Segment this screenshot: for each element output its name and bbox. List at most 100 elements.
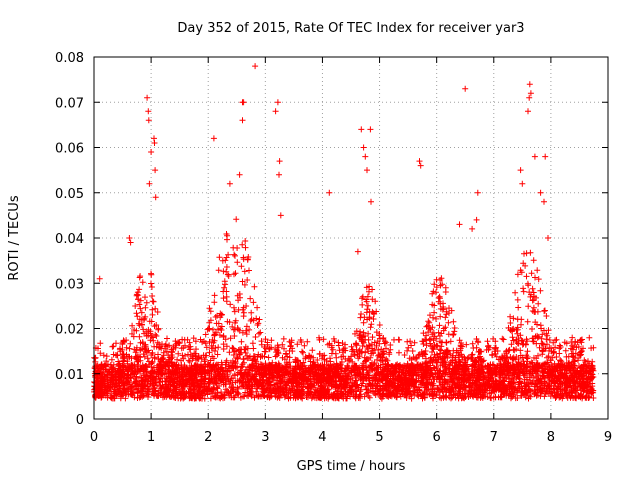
- data-point: [114, 352, 121, 359]
- data-point: [106, 383, 113, 390]
- data-point: [489, 351, 495, 358]
- data-point: [122, 395, 129, 402]
- data-point: [477, 387, 483, 394]
- data-point: [202, 331, 209, 338]
- data-point: [420, 338, 427, 345]
- data-point: [178, 366, 185, 373]
- data-point: [254, 304, 261, 311]
- data-point: [563, 384, 570, 391]
- data-point: [500, 336, 507, 343]
- data-point: [534, 371, 541, 378]
- data-point: [559, 380, 566, 387]
- data-point: [221, 284, 228, 291]
- data-point: [260, 389, 267, 396]
- data-point: [164, 335, 170, 342]
- data-point: [148, 284, 155, 290]
- data-point: [510, 337, 517, 344]
- data-point: [563, 340, 570, 347]
- data-point: [426, 336, 433, 343]
- data-point: [132, 303, 139, 309]
- data-point: [178, 373, 185, 379]
- data-point: [484, 378, 491, 385]
- data-point: [363, 309, 370, 316]
- data-point: [300, 349, 306, 356]
- data-point: [137, 347, 144, 354]
- data-point: [129, 322, 136, 329]
- data-point: [97, 381, 104, 388]
- data-point: [414, 389, 421, 396]
- data-point: [275, 344, 282, 351]
- data-point: [461, 390, 468, 397]
- data-point: [138, 316, 145, 323]
- data-point: [206, 371, 213, 377]
- data-point: [502, 371, 509, 378]
- data-point: [348, 388, 355, 395]
- data-point: [482, 393, 489, 400]
- data-point: [211, 299, 218, 306]
- data-point: [184, 336, 191, 343]
- data-point: [351, 352, 358, 359]
- data-point: [528, 372, 535, 379]
- data-point: [288, 337, 295, 344]
- data-point: [388, 379, 395, 386]
- data-point: [148, 280, 154, 287]
- data-point: [191, 393, 198, 400]
- data-point: [559, 395, 566, 402]
- data-point: [243, 323, 250, 330]
- data-point: [588, 345, 595, 352]
- data-point: [231, 304, 237, 311]
- data-point: [544, 332, 551, 339]
- data-point: [187, 351, 194, 358]
- data-point: [147, 380, 154, 387]
- data-point: [142, 313, 149, 320]
- data-point: [141, 382, 148, 389]
- data-point: [456, 385, 463, 392]
- data-point: [363, 284, 370, 291]
- data-point: [514, 363, 521, 370]
- data-point: [178, 357, 184, 364]
- data-point: [553, 354, 560, 360]
- data-point: [352, 369, 359, 376]
- data-point: [411, 339, 418, 346]
- data-point: [442, 366, 449, 372]
- data-point: [253, 388, 260, 395]
- data-point: [353, 328, 360, 335]
- data-point: [426, 319, 433, 326]
- data-point: [421, 372, 428, 379]
- data-point: [471, 387, 478, 394]
- data-point: [240, 355, 247, 362]
- data-point: [426, 360, 433, 366]
- data-point: [248, 309, 255, 316]
- data-point: [105, 382, 112, 389]
- data-point: [255, 364, 262, 370]
- data-point: [146, 318, 153, 325]
- data-point: [261, 369, 268, 376]
- data-point: [524, 354, 531, 360]
- data-point: [427, 390, 433, 397]
- data-point: [495, 387, 502, 394]
- data-point: [134, 289, 141, 296]
- data-point: [538, 340, 545, 347]
- data-point: [546, 337, 553, 343]
- data-point: [313, 395, 320, 402]
- data-point: [462, 387, 469, 394]
- data-point: [449, 359, 456, 366]
- data-point: [151, 343, 158, 350]
- data-point: [209, 353, 216, 360]
- data-point: [334, 394, 341, 401]
- data-point: [188, 387, 194, 394]
- data-point: [223, 254, 230, 261]
- data-point: [533, 362, 540, 368]
- data-point: [564, 394, 571, 401]
- data-point: [358, 349, 365, 356]
- data-point: [123, 376, 130, 383]
- data-point: [359, 380, 366, 387]
- data-point: [514, 395, 521, 401]
- data-point: [314, 357, 321, 363]
- data-point: [214, 351, 221, 358]
- data-point: [521, 379, 528, 386]
- data-point: [102, 392, 109, 399]
- data-point: [250, 345, 257, 352]
- data-point: [137, 297, 144, 304]
- data-point: [507, 327, 514, 334]
